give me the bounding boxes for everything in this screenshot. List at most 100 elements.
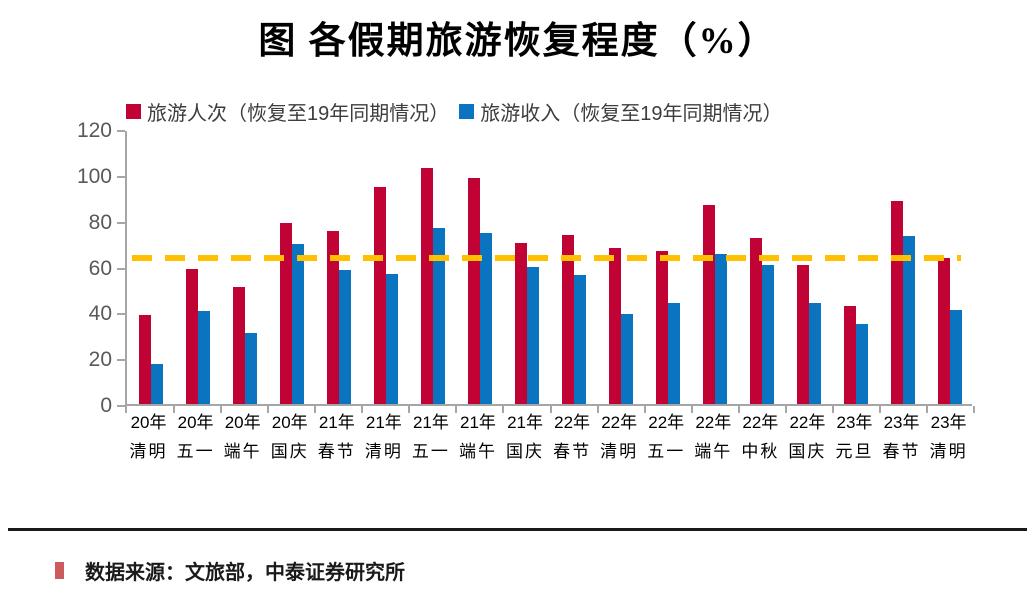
x-axis-label-22年端午: 22年 端午 [694, 413, 733, 461]
y-axis-tick [117, 221, 125, 224]
x-axis-label-20年端午: 20年 端午 [223, 413, 262, 461]
x-axis-tick [925, 406, 928, 413]
bar-visitors-23年元旦 [844, 305, 857, 404]
bar-visitors-23年清明 [938, 257, 951, 404]
x-axis-tick [220, 406, 223, 413]
y-axis-tick [117, 267, 125, 270]
legend-swatch-visitors-icon [126, 104, 141, 119]
y-axis-tick [117, 130, 125, 132]
x-axis-tick [596, 406, 599, 413]
x-axis-labels: 20年 清明 20年 五一 20年 端午 20年 国庆 21年 春节 21年 清明 21年 五一 21年 端午… [125, 413, 972, 462]
x-axis-tick [173, 406, 176, 413]
bar-revenue-22年端午 [715, 253, 728, 404]
bar-revenue-22年春节 [574, 274, 587, 404]
x-axis-tick [643, 406, 646, 413]
x-axis-tick [784, 406, 787, 413]
x-axis-label-20年清明: 20年 清明 [129, 413, 168, 461]
x-axis-tick [502, 406, 505, 413]
bar-visitors-21年国庆 [514, 243, 527, 404]
bar-revenue-21年春节 [338, 269, 351, 404]
x-axis-tick [125, 406, 127, 413]
bar-visitors-23年春节 [891, 200, 904, 404]
y-axis-tick [117, 175, 125, 178]
bar-visitors-22年中秋 [750, 237, 763, 404]
x-axis-label-23年元旦: 23年 元旦 [835, 413, 874, 461]
plot-area [117, 130, 975, 413]
reference-dashed-line [132, 255, 961, 262]
bar-revenue-22年国庆 [809, 302, 822, 404]
x-axis-label-22年国庆: 22年 国庆 [788, 413, 827, 461]
x-axis-tick [831, 406, 834, 413]
x-axis-label-22年春节: 22年 春节 [553, 413, 592, 461]
x-axis-tick [361, 406, 364, 413]
legend-label-revenue: 旅游收入（恢复至19年同期情况） [480, 103, 783, 125]
x-axis-tick [455, 406, 458, 413]
bar-revenue-23年清明 [950, 310, 963, 404]
bar-revenue-23年春节 [903, 236, 916, 404]
x-axis-tick [267, 406, 270, 413]
bar-visitors-20年国庆 [279, 222, 292, 404]
bar-visitors-21年端午 [467, 177, 480, 404]
x-axis-tick [314, 406, 317, 413]
x-axis-tick [973, 406, 975, 413]
x-axis-label-23年清明: 23年 清明 [929, 413, 968, 461]
chart-legend: 旅游人次（恢复至19年同期情况） 旅游收入（恢复至19年同期情况） [126, 97, 783, 126]
y-axis-tick [117, 313, 125, 316]
x-axis-label-22年五一: 22年 五一 [647, 413, 686, 461]
y-axis-tick [117, 359, 125, 362]
bar-revenue-20年五一 [197, 310, 210, 404]
bar-visitors-20年五一 [185, 268, 198, 404]
x-axis-tick [549, 406, 552, 413]
bar-visitors-22年端午 [703, 205, 716, 404]
y-axis-tick [117, 405, 125, 407]
legend-item-visitors: 旅游人次（恢复至19年同期情况） [126, 97, 449, 126]
y-axis-label: 100 [76, 164, 112, 188]
bar-visitors-22年五一 [656, 250, 669, 404]
bar-revenue-20年国庆 [291, 243, 304, 404]
bar-visitors-20年端午 [232, 287, 245, 404]
bar-visitors-20年清明 [138, 315, 151, 404]
legend-label-visitors: 旅游人次（恢复至19年同期情况） [147, 103, 450, 125]
y-axis-label: 0 [100, 394, 112, 417]
bar-visitors-22年清明 [609, 248, 622, 404]
footer-divider [8, 528, 1027, 531]
bar-visitors-21年清明 [373, 187, 386, 404]
bar-revenue-22年中秋 [762, 265, 775, 404]
bar-visitors-21年春节 [326, 231, 339, 404]
legend-swatch-revenue-icon [459, 104, 475, 119]
x-axis-label-23年春节: 23年 春节 [882, 413, 921, 461]
x-axis-tick [408, 406, 411, 413]
x-axis-label-21年清明: 21年 清明 [364, 413, 403, 461]
x-axis-label-22年中秋: 22年 中秋 [741, 413, 780, 461]
x-axis-label-21年五一: 21年 五一 [411, 413, 450, 461]
bar-revenue-22年清明 [621, 314, 634, 404]
x-axis-label-21年国庆: 21年 国庆 [506, 413, 545, 461]
bar-revenue-20年清明 [150, 364, 163, 404]
legend-item-revenue: 旅游收入（恢复至19年同期情况） [459, 97, 783, 126]
source-text: 数据来源：文旅部，中泰证券研究所 [85, 562, 405, 584]
x-axis-label-21年春节: 21年 春节 [317, 413, 356, 461]
bar-revenue-21年五一 [432, 227, 445, 404]
bar-visitors-21年五一 [420, 167, 433, 404]
bar-revenue-21年清明 [385, 274, 398, 404]
x-axis-label-20年国庆: 20年 国庆 [270, 413, 309, 461]
y-axis-label: 80 [88, 210, 112, 234]
source-note: 数据来源：文旅部，中泰证券研究所 [55, 556, 405, 585]
chart-title: 图 各假期旅游恢复程度（%） [258, 21, 777, 62]
x-axis-label-20年五一: 20年 五一 [176, 413, 215, 461]
x-axis-label-22年清明: 22年 清明 [600, 413, 639, 461]
bar-visitors-22年国庆 [797, 264, 810, 404]
y-axis-label: 120 [76, 119, 112, 142]
bar-revenue-21年端午 [479, 232, 492, 404]
x-axis-tick [690, 406, 693, 413]
bar-revenue-22年五一 [668, 303, 681, 404]
source-bullet-icon [55, 562, 64, 579]
y-axis-label: 60 [88, 256, 112, 280]
x-axis-tick [878, 406, 881, 413]
bar-visitors-22年春节 [562, 234, 575, 404]
x-axis-label-21年端午: 21年 端午 [458, 413, 497, 461]
y-axis-label: 20 [88, 348, 112, 372]
bar-revenue-21年国庆 [526, 266, 539, 404]
bar-revenue-20年端午 [244, 332, 257, 404]
